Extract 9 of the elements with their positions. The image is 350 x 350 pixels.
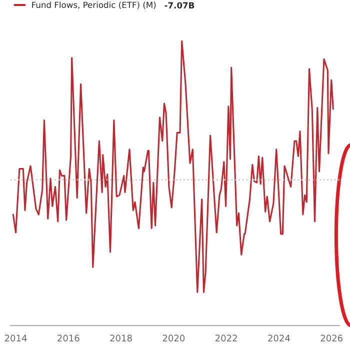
x-tick-label: 2020 [162, 334, 185, 342]
x-tick-label: 2024 [268, 334, 290, 342]
x-tick-label: 2014 [4, 334, 27, 342]
x-tick-label: 2022 [216, 334, 237, 342]
x-tick-label: 2026 [320, 334, 343, 342]
text: -7.07B [164, 2, 194, 8]
legend-label: Fund Flows, Periodic (ETF) (M) [32, 2, 156, 10]
x-tick-label: 2016 [58, 334, 80, 342]
x-tick-label: 2018 [110, 334, 132, 342]
